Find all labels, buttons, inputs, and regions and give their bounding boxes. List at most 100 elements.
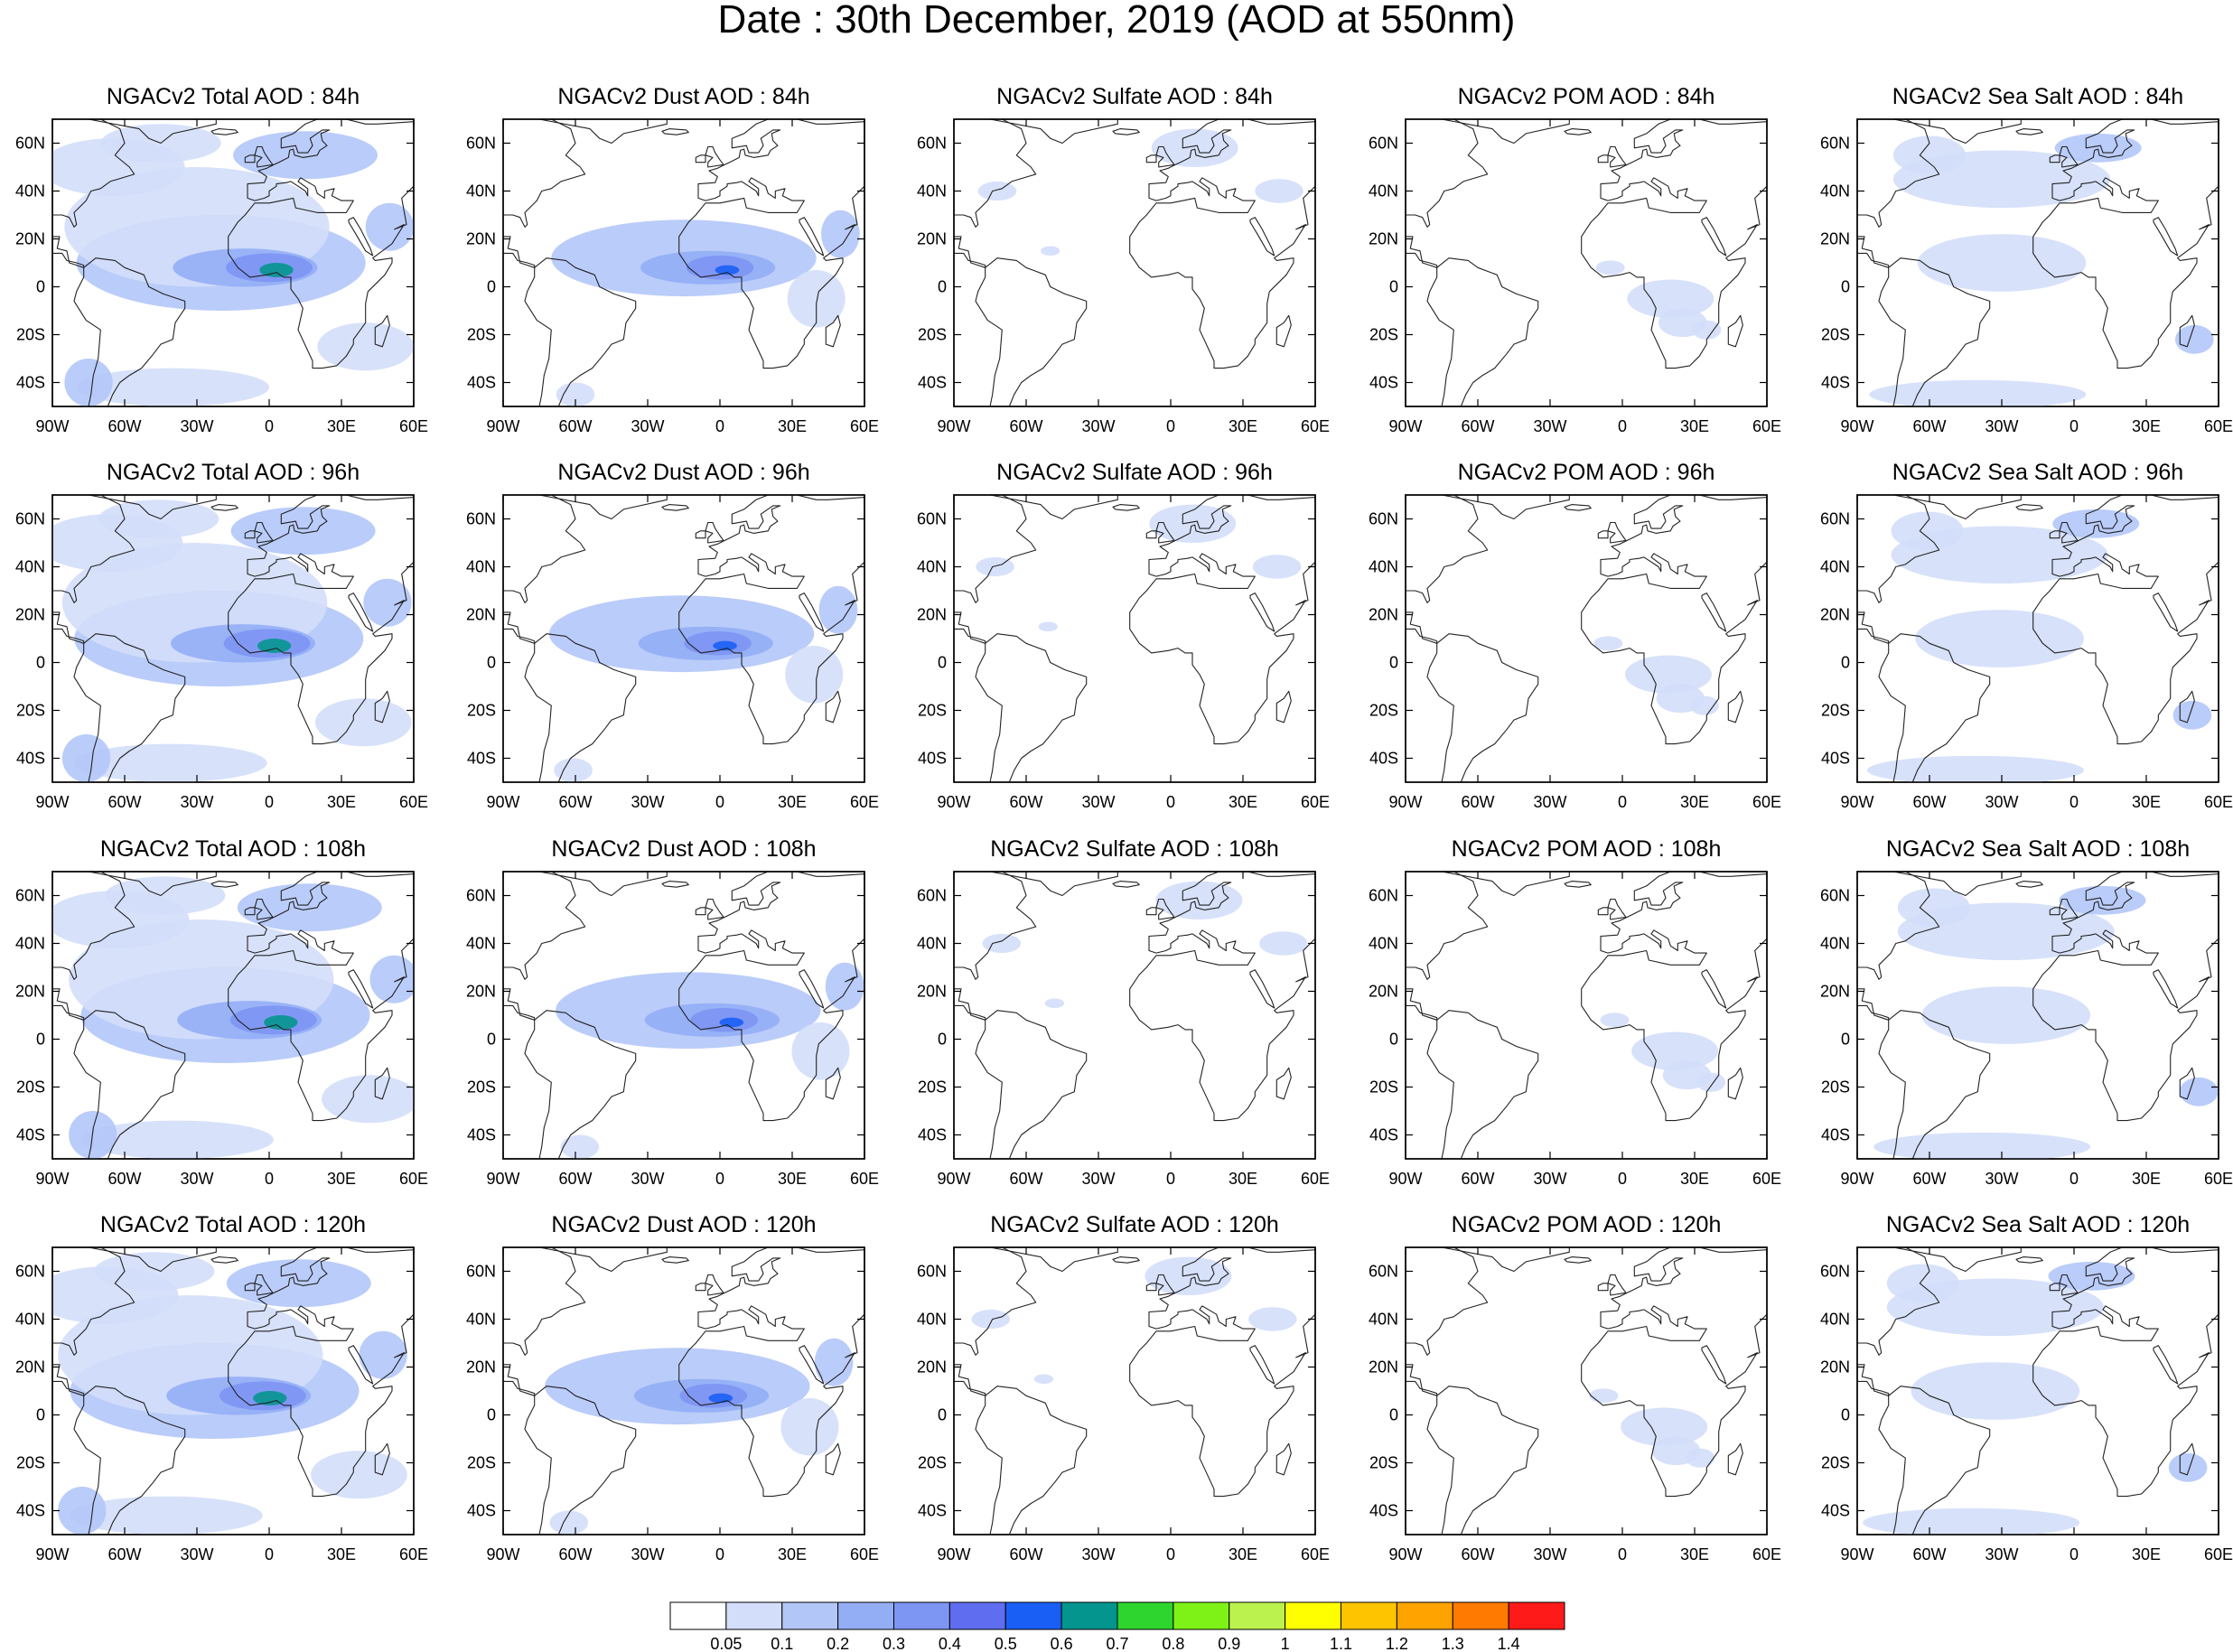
lat-label: 20S (1821, 326, 1850, 344)
lon-label: 0 (715, 793, 724, 811)
lon-label: 0 (2069, 417, 2079, 435)
lon-label: 60W (558, 417, 592, 435)
map-background (1405, 1246, 1768, 1535)
lat-label: 20N (1820, 983, 1850, 1001)
lon-label: 0 (265, 1545, 274, 1563)
lat-label: 0 (487, 1031, 496, 1049)
lon-label: 30W (631, 793, 664, 811)
coastline (374, 690, 390, 723)
lat-label: 60N (917, 887, 947, 905)
lat-label: 20S (1369, 1454, 1398, 1472)
lon-label: 0 (1166, 1545, 1175, 1563)
lat-label: 40S (1369, 374, 1398, 392)
lon-label: 0 (1618, 417, 1627, 435)
lat-label: 20S (1821, 702, 1850, 720)
coastline (975, 257, 1088, 406)
coastline (1441, 872, 1570, 897)
colorbar-swatch (1396, 1601, 1453, 1630)
aod-shade (58, 1487, 107, 1535)
coastline (695, 1283, 706, 1292)
map-panel: 60N 40N 20N 0 20S 40S 90W 60W 30W 0 30E 60E (15, 118, 428, 435)
lat-label: 40S (918, 1502, 947, 1520)
lon-label: 90W (937, 417, 970, 435)
lon-label: 90W (486, 1170, 519, 1188)
lon-label: 30W (1081, 1545, 1115, 1563)
coastline (1581, 1247, 1767, 1498)
lon-label: 0 (265, 417, 274, 435)
lat-label: 20S (16, 1078, 45, 1097)
lon-label: 60E (1301, 417, 1330, 435)
lat-label: 20N (15, 983, 45, 1001)
coastline (1857, 1247, 1940, 1356)
coastline (989, 495, 1118, 520)
map-panel: 60N 40N 20N 0 20S 40S 90W 60W 30W 0 30E 60E (466, 118, 879, 435)
lon-label: 30W (180, 793, 213, 811)
lat-label: 60N (1820, 510, 1850, 528)
panel-title: NGACv2 Sea Salt AOD : 120h (1885, 1212, 2191, 1237)
lon-label: 30W (180, 1170, 213, 1188)
lat-label: 60N (466, 887, 496, 905)
coastline (254, 1274, 274, 1296)
lat-label: 60N (1369, 510, 1398, 528)
lon-label: 30W (180, 1545, 213, 1563)
coastline (52, 1247, 135, 1356)
lat-label: 40S (16, 1502, 45, 1520)
lat-label: 0 (1841, 1031, 1850, 1049)
lat-label: 0 (36, 1031, 45, 1049)
lon-label: 0 (715, 1170, 724, 1188)
aod-shade (1145, 1256, 1232, 1296)
colorbar-label: 0.2 (827, 1635, 849, 1652)
coastline (954, 1247, 1037, 1356)
coastline (1112, 504, 1140, 511)
map-background (1405, 494, 1768, 783)
panel-title: NGACv2 Dust AOD : 120h (551, 1212, 817, 1237)
coastline (1441, 119, 1570, 145)
lat-label: 60N (15, 887, 45, 905)
coastline (228, 872, 414, 1122)
colorbar-swatch (948, 1601, 1006, 1630)
lat-label: 40S (918, 374, 947, 392)
lat-label: 40N (466, 182, 496, 201)
coastline (254, 898, 274, 920)
lon-label: 90W (35, 793, 69, 811)
aod-shade (818, 585, 858, 634)
aod-shade (74, 743, 267, 782)
map-panel: 60N 40N 20N 0 20S 40S 90W 60W 30W 0 30E 60E (1369, 1246, 1781, 1563)
lon-label: 60E (850, 417, 879, 435)
lat-label: 60N (1369, 135, 1398, 153)
lon-label: 60E (2204, 1170, 2233, 1188)
colorbar-swatch (1060, 1601, 1118, 1630)
coastline (1701, 969, 1727, 1009)
aod-shade (1627, 279, 1714, 318)
aod-shade (259, 263, 294, 277)
lat-label: 40N (1369, 182, 1398, 201)
colorbar-swatch (725, 1601, 783, 1630)
coastline (1426, 1386, 1539, 1535)
lon-label: 90W (937, 1545, 970, 1563)
lon-label: 90W (35, 1170, 69, 1188)
coastline (1249, 1345, 1275, 1385)
map-panel: 60N 40N 20N 0 20S 40S 90W 60W 30W 0 30E 60E (1820, 118, 2233, 435)
coastline (1249, 593, 1275, 632)
lon-label: 60E (850, 793, 879, 811)
lat-label: 0 (487, 1406, 496, 1424)
aod-shade (982, 933, 1022, 954)
lon-label: 60E (1301, 793, 1330, 811)
panel-title: NGACv2 Total AOD : 108h (99, 836, 367, 862)
lat-label: 20N (15, 606, 45, 624)
lon-label: 90W (35, 417, 69, 435)
lat-label: 60N (466, 135, 496, 153)
aod-shade (2052, 509, 2140, 538)
aod-field (503, 119, 864, 406)
lon-label: 30E (2132, 1545, 2161, 1563)
lon-label: 60W (1461, 1545, 1494, 1563)
lon-label: 30W (1985, 1170, 2018, 1188)
lat-label: 40N (917, 935, 947, 953)
map-background (953, 1246, 1316, 1535)
colorbar-label: 1.3 (1442, 1635, 1464, 1652)
coastline (799, 969, 825, 1009)
aod-shade (787, 269, 846, 328)
coastline (1406, 872, 1489, 980)
aod-shade (314, 698, 412, 747)
